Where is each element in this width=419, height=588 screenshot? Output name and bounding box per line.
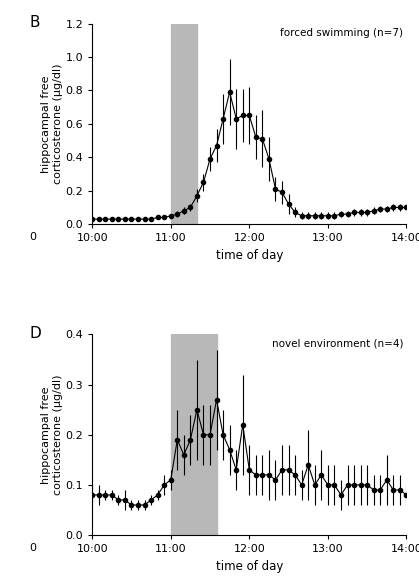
Text: forced swimming (n=7): forced swimming (n=7): [280, 28, 403, 38]
Y-axis label: hippocampal free
corticosterone (μg/dl): hippocampal free corticosterone (μg/dl): [41, 64, 62, 184]
Text: B: B: [29, 15, 40, 31]
Text: 0: 0: [29, 543, 36, 553]
Bar: [171, 24, 197, 224]
Text: D: D: [29, 326, 41, 342]
Text: novel environment (n=4): novel environment (n=4): [272, 339, 403, 349]
X-axis label: time of day: time of day: [216, 560, 283, 573]
Y-axis label: hippocampal free
corticosterone (μg/dl): hippocampal free corticosterone (μg/dl): [41, 375, 62, 495]
Text: 0: 0: [29, 232, 36, 242]
Bar: [171, 335, 217, 535]
X-axis label: time of day: time of day: [216, 249, 283, 262]
